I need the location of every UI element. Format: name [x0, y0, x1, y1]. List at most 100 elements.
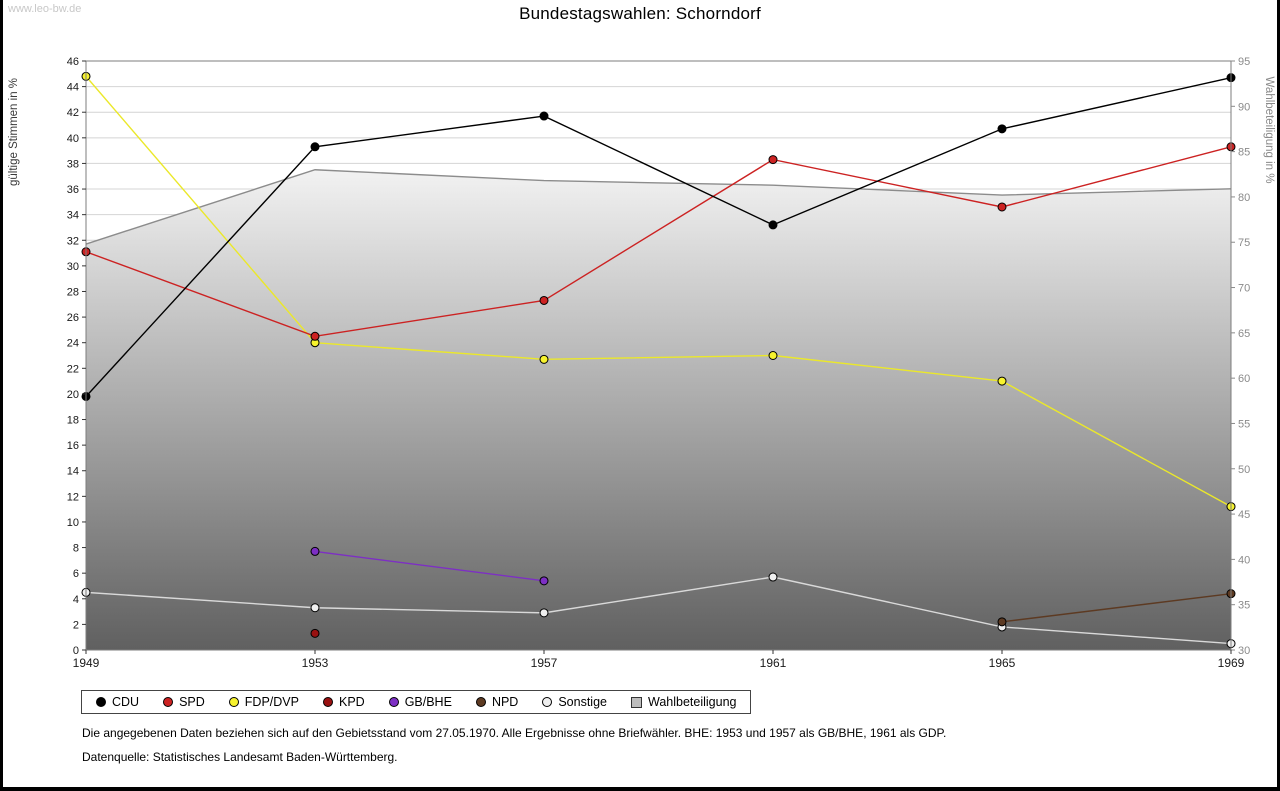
left-axis-tick-label: 42	[67, 107, 79, 119]
line-cdu	[85, 76, 1232, 397]
x-axis-tick-label: 1957	[531, 656, 558, 670]
marker-cdu	[310, 142, 320, 152]
left-axis-tick-label: 26	[67, 312, 79, 324]
x-axis-tick-label: 1969	[1218, 656, 1245, 670]
left-axis-tick-label: 20	[67, 389, 79, 401]
area-wahlbeteiligung	[86, 169, 1231, 650]
marker-sonstige	[768, 572, 778, 582]
left-axis-tick-label: 30	[67, 261, 79, 273]
left-axis-tick-label: 28	[67, 286, 79, 298]
marker-gb-bhe	[310, 546, 320, 556]
marker-spd	[310, 331, 320, 341]
chart-title: Bundestagswahlen: Schorndorf	[519, 4, 761, 23]
series-gb-bhe	[310, 546, 549, 586]
marker-fdp-dvp	[539, 354, 549, 364]
left-axis-tick-label: 6	[73, 568, 79, 580]
x-axis-tick-label: 1961	[760, 656, 787, 670]
line-fdp-dvp	[85, 75, 1232, 508]
left-axis-tick-label: 2	[73, 619, 79, 631]
marker-spd	[997, 202, 1007, 212]
line-gb-bhe	[314, 550, 545, 582]
series-cdu	[81, 73, 1236, 401]
left-axis-tick-label: 40	[67, 133, 79, 145]
legend-item-npd: NPD	[475, 695, 519, 709]
left-axis-tick-label: 8	[73, 543, 79, 555]
legend-label: FDP/DVP	[244, 695, 299, 709]
right-axis-tick-label: 95	[1238, 56, 1250, 68]
legend-marker-kpd	[322, 697, 333, 707]
legend-marker-gb-bhe	[388, 697, 399, 707]
left-axis-tick-label: 16	[67, 440, 79, 452]
left-axis-tick-label: 18	[67, 415, 79, 427]
left-axis-tick-label: 12	[67, 491, 79, 503]
left-axis-tick-label: 24	[67, 338, 79, 350]
left-axis-tick-label: 22	[67, 363, 79, 375]
right-axis-tick-label: 60	[1238, 373, 1250, 385]
legend-label: GB/BHE	[404, 695, 452, 709]
marker-cdu	[997, 124, 1007, 134]
x-axis-tick-label: 1953	[302, 656, 329, 670]
marker-gb-bhe	[539, 576, 549, 586]
right-axis-tick-label: 50	[1238, 464, 1250, 476]
legend-marker-cdu	[96, 697, 106, 707]
right-axis-tick-label: 35	[1238, 600, 1250, 612]
left-axis: 0246810121416182022242628303234363840424…	[67, 56, 86, 657]
legend-label: Sonstige	[558, 695, 607, 709]
right-axis-tick-label: 45	[1238, 509, 1250, 521]
series-kpd	[310, 628, 320, 638]
plot-frame	[85, 60, 1232, 651]
legend-item-fdp-dvp: FDP/DVP	[228, 695, 299, 709]
marker-kpd	[310, 628, 320, 638]
election-line-chart: 0246810121416182022242628303234363840424…	[8, 56, 1275, 670]
line-spd	[85, 146, 1232, 338]
line-npd	[1001, 592, 1232, 623]
legend-label: NPD	[491, 695, 519, 709]
left-axis-tick-label: 0	[73, 645, 79, 657]
legend-marker-sonstige	[542, 697, 553, 707]
right-axis-tick-label: 80	[1238, 192, 1250, 204]
x-axis: 1949 1953 1957 1961 1965 1969	[73, 650, 1245, 670]
left-axis-tick-label: 36	[67, 184, 79, 196]
left-axis-tick-label: 14	[67, 466, 79, 478]
marker-fdp-dvp	[997, 376, 1007, 386]
legend-marker-wahlbeteiligung	[631, 696, 642, 708]
footnote-gebietsstand: Die angegebenen Daten beziehen sich auf …	[82, 726, 947, 740]
series-wahlbeteiligung	[85, 169, 1232, 650]
marker-fdp-dvp	[768, 351, 778, 360]
footnote-datenquelle: Datenquelle: Statistisches Landesamt Bad…	[82, 750, 398, 764]
marker-sonstige	[310, 603, 320, 613]
legend-label: KPD	[338, 695, 365, 709]
left-axis-tick-label: 32	[67, 235, 79, 247]
marker-cdu	[539, 111, 549, 121]
right-axis-title: Wahlbeteiligung in %	[1263, 77, 1275, 184]
marker-npd	[997, 617, 1007, 627]
left-axis-tick-label: 4	[73, 594, 79, 606]
right-axis-tick-label: 90	[1238, 101, 1250, 113]
left-axis-title: gültige Stimmen in %	[8, 78, 20, 186]
left-axis-tick-label: 38	[67, 158, 79, 170]
series-sonstige	[81, 572, 1236, 649]
x-axis-tick-label: 1965	[989, 656, 1016, 670]
legend-item-gb-bhe: GB/BHE	[388, 695, 452, 709]
legend-label: CDU	[112, 695, 140, 709]
right-axis-tick-label: 30	[1238, 645, 1250, 657]
right-axis-tick-label: 55	[1238, 418, 1250, 430]
legend-item-wahlbeteiligung: Wahlbeteiligung	[631, 695, 736, 709]
legend-item-kpd: KPD	[322, 695, 365, 709]
series-fdp-dvp	[81, 71, 1236, 512]
legend-item-spd: SPD	[163, 695, 205, 709]
legend-label: SPD	[179, 695, 205, 709]
legend-marker-spd	[163, 697, 174, 707]
right-axis: 30 35 40 45 50 55 60 65 70 75 80 85 90 95	[1231, 56, 1250, 657]
right-axis-tick-label: 85	[1238, 147, 1250, 159]
marker-spd	[768, 155, 778, 165]
line-sonstige	[85, 576, 1232, 645]
right-axis-tick-label: 75	[1238, 237, 1250, 249]
legend-label: Wahlbeteiligung	[648, 695, 737, 709]
legend-marker-fdp-dvp	[228, 697, 239, 707]
legend-item-cdu: CDU	[96, 695, 139, 709]
marker-sonstige	[539, 608, 549, 618]
left-axis-tick-label: 44	[67, 82, 79, 94]
marker-cdu	[768, 220, 778, 230]
